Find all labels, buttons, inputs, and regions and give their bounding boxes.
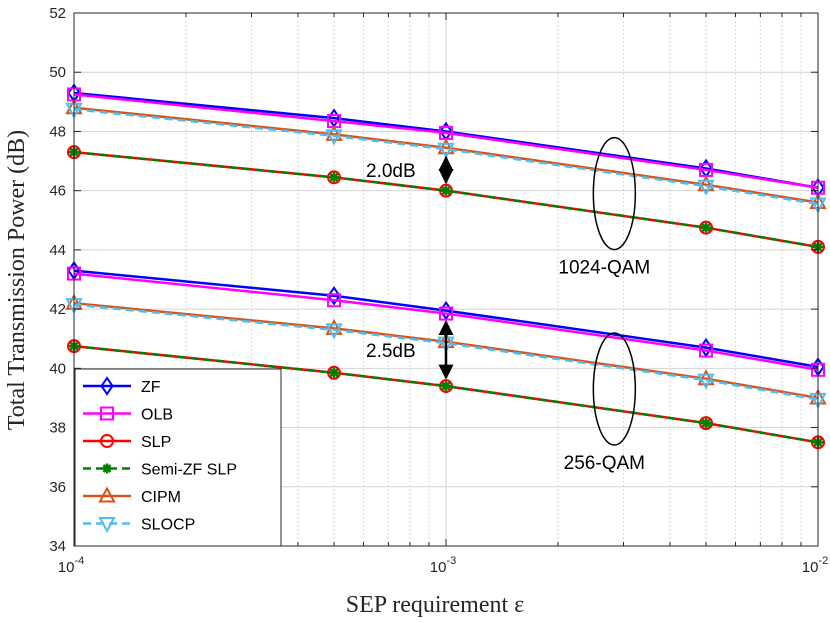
series-line-zf	[73, 269, 819, 369]
data-point-slocp	[437, 142, 455, 159]
x-tick-label: 10-3	[430, 555, 456, 576]
legend-marker-slocp	[98, 517, 116, 534]
legend-label-slp: SLP	[141, 434, 171, 451]
group-label: 1024-QAM	[558, 258, 650, 279]
y-tick-label: 46	[49, 183, 66, 200]
data-point-olb	[327, 293, 342, 308]
annotations: 2.0dB 2.5dB 1024-QAM 256-QAM	[366, 136, 650, 474]
data-point-semi-zf-slp	[441, 185, 451, 196]
data-point-cipm	[437, 138, 455, 155]
legend: ZF OLB SLP Semi-ZF SLP CIPM SLOCP	[74, 368, 282, 547]
legend-marker-zf	[100, 376, 114, 396]
x-axis-label: SEP requirement ε	[346, 592, 525, 618]
data-point-semi-zf-slp	[329, 367, 340, 378]
y-tick-label: 34	[49, 538, 66, 555]
data-point-cipm	[325, 124, 343, 141]
data-point-zf	[327, 286, 341, 306]
legend-marker-olb	[100, 406, 114, 421]
series-line-semi-zf-slp	[73, 150, 819, 249]
data-point-cipm	[697, 369, 715, 386]
x-tick-label: 10-4	[58, 555, 84, 576]
y-tick-label: 38	[49, 420, 66, 437]
legend-box	[74, 368, 282, 547]
data-point-olb	[699, 343, 714, 358]
data-point-slocp	[325, 323, 343, 340]
data-point-slocp	[697, 179, 715, 196]
data-point-cipm	[697, 175, 715, 192]
data-point-slocp	[325, 129, 343, 146]
legend-marker-semi-zf-slp	[102, 463, 112, 474]
legend-label-zf: ZF	[141, 379, 161, 396]
series-line-olb	[73, 93, 819, 189]
series-olb	[67, 87, 825, 377]
group-ellipse	[592, 136, 637, 251]
data-point-semi-zf-slp	[441, 381, 451, 392]
gap-label: 2.5dB	[366, 341, 416, 362]
legend-label-slocp: SLOCP	[141, 517, 195, 534]
data-point-semi-zf-slp	[701, 222, 712, 233]
y-tick-label: 52	[49, 5, 66, 22]
series-line-cipm	[73, 106, 819, 204]
legend-label-semi-zf-slp: Semi-ZF SLP	[141, 462, 237, 479]
y-tick-label: 50	[49, 64, 66, 81]
y-tick-label: 40	[49, 360, 66, 377]
data-point-cipm	[325, 318, 343, 335]
legend-label-cipm: CIPM	[141, 489, 181, 506]
data-point-slocp	[697, 373, 715, 390]
legend-marker-slp	[100, 434, 114, 448]
series-semi-zf-slp	[69, 147, 823, 448]
y-tick-label: 42	[49, 301, 66, 318]
legend-marker-cipm	[98, 486, 116, 503]
y-tick-label: 36	[49, 479, 66, 496]
data-point-olb	[439, 306, 453, 321]
series-line-semi-zf-slp	[73, 344, 819, 444]
series-line-olb	[73, 272, 819, 372]
x-tick-label: 10-2	[802, 555, 828, 576]
y-tick-label: 44	[49, 242, 66, 259]
y-axis-label: Total Transmission Power (dB)	[4, 130, 30, 430]
y-tick-label: 48	[49, 123, 66, 140]
group-ellipse	[592, 332, 637, 446]
series-line-slocp	[73, 107, 819, 206]
legend-label-olb: OLB	[141, 407, 173, 424]
data-point-semi-zf-slp	[701, 418, 712, 429]
group-label: 256-QAM	[564, 453, 645, 474]
data-point-semi-zf-slp	[329, 172, 340, 183]
series-line-slocp	[73, 303, 819, 401]
gap-label: 2.0dB	[366, 161, 416, 182]
